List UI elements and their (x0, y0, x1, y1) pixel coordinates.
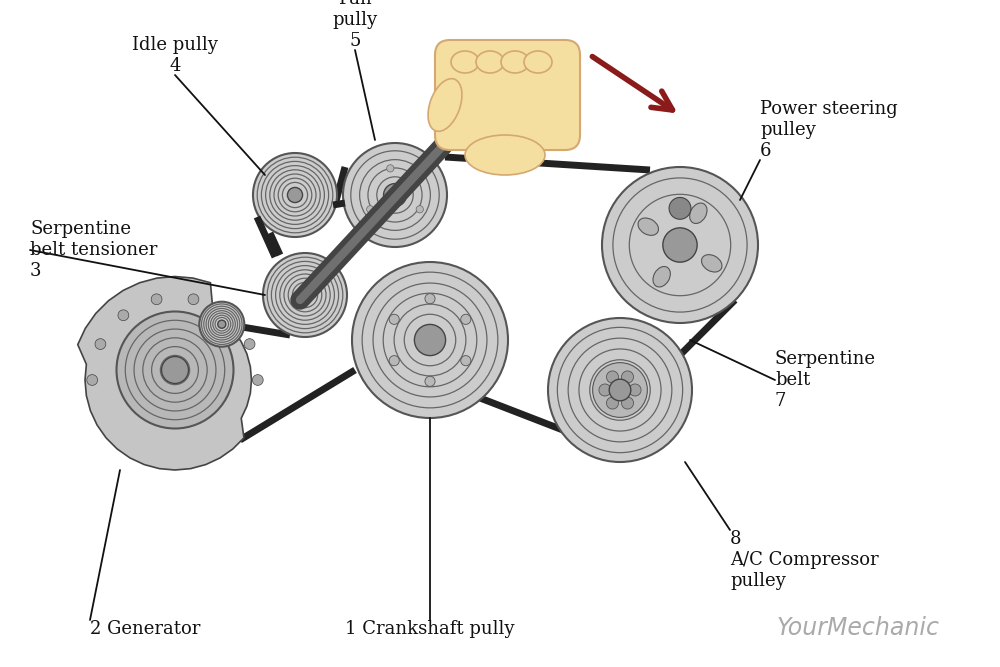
Ellipse shape (465, 135, 545, 175)
Circle shape (116, 311, 234, 428)
Text: Serpentine
belt
7: Serpentine belt 7 (775, 350, 876, 410)
Circle shape (606, 371, 618, 383)
Polygon shape (78, 277, 252, 470)
Circle shape (622, 397, 634, 409)
Text: Power steering
pulley
6: Power steering pulley 6 (760, 101, 898, 160)
Text: Serpentine
belt tensioner
3: Serpentine belt tensioner 3 (30, 220, 157, 279)
Circle shape (606, 397, 618, 409)
Ellipse shape (451, 51, 479, 73)
Circle shape (87, 375, 98, 386)
Circle shape (461, 356, 471, 366)
Circle shape (389, 356, 399, 366)
Circle shape (384, 183, 406, 207)
Ellipse shape (653, 267, 670, 287)
Circle shape (151, 294, 162, 305)
Circle shape (188, 294, 199, 305)
Text: 2 Generator: 2 Generator (90, 620, 200, 638)
Circle shape (263, 253, 347, 337)
Circle shape (669, 197, 691, 219)
Ellipse shape (501, 51, 529, 73)
Circle shape (352, 262, 508, 418)
Circle shape (253, 153, 337, 237)
Ellipse shape (702, 255, 722, 272)
Circle shape (118, 310, 129, 321)
Text: 8
A/C Compressor
pulley: 8 A/C Compressor pulley (730, 530, 879, 590)
Circle shape (387, 165, 394, 172)
Ellipse shape (524, 51, 552, 73)
Circle shape (593, 363, 647, 418)
Circle shape (461, 314, 471, 324)
Circle shape (199, 301, 244, 347)
Circle shape (244, 339, 255, 350)
Circle shape (416, 205, 423, 213)
Circle shape (221, 310, 232, 321)
Circle shape (252, 375, 263, 386)
Circle shape (162, 356, 188, 384)
Circle shape (414, 324, 446, 356)
Text: 1 Crankshaft pully: 1 Crankshaft pully (345, 620, 515, 638)
Circle shape (343, 143, 447, 247)
Circle shape (297, 287, 313, 303)
FancyBboxPatch shape (435, 40, 580, 150)
Circle shape (599, 384, 611, 396)
Ellipse shape (690, 203, 707, 223)
Circle shape (425, 293, 435, 303)
Circle shape (218, 320, 226, 328)
Circle shape (602, 167, 758, 323)
Circle shape (663, 228, 697, 262)
Text: Idle pully
4: Idle pully 4 (132, 36, 218, 75)
Circle shape (367, 205, 374, 213)
Circle shape (629, 384, 641, 396)
Ellipse shape (638, 218, 658, 235)
Ellipse shape (476, 51, 504, 73)
Circle shape (609, 380, 631, 401)
Circle shape (95, 339, 106, 350)
Circle shape (622, 371, 634, 383)
Circle shape (548, 318, 692, 462)
Circle shape (425, 376, 435, 386)
Ellipse shape (428, 79, 462, 131)
Circle shape (389, 314, 399, 324)
Text: YourMechanic: YourMechanic (777, 616, 940, 640)
Text: Fan
pully
5: Fan pully 5 (332, 0, 378, 50)
Circle shape (287, 187, 303, 203)
